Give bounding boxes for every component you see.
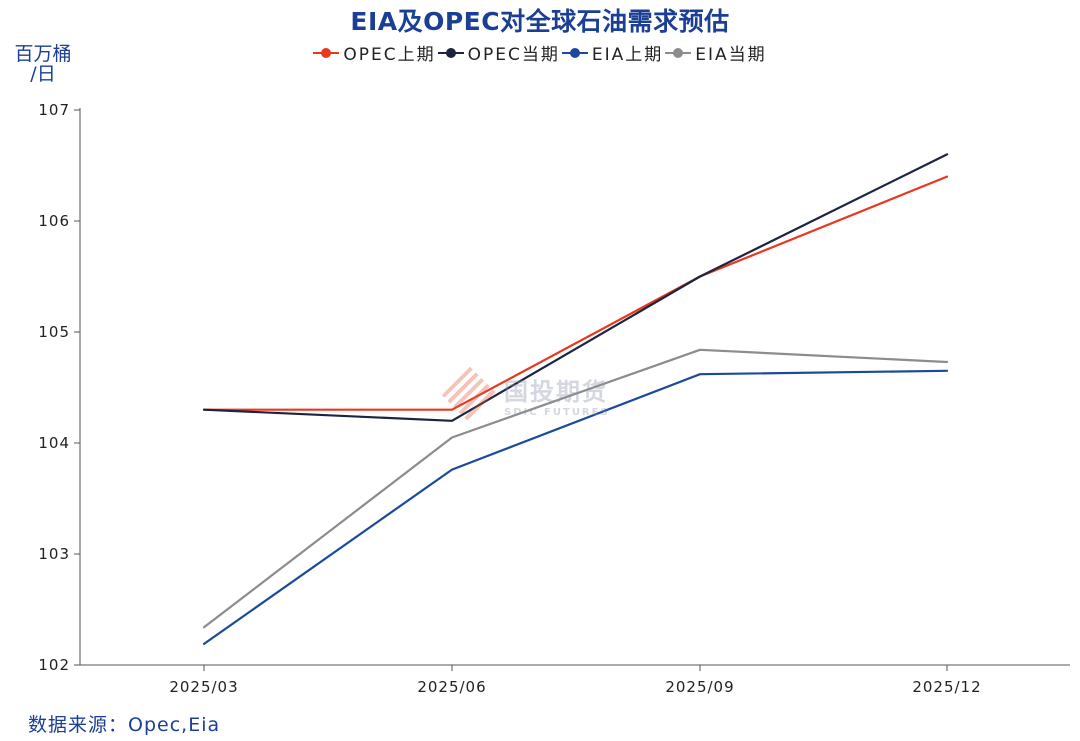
y-tick-label: 105 [38,323,70,341]
legend-marker-icon [561,47,588,58]
y-tick-label: 103 [38,545,70,563]
series-line-3 [202,369,949,646]
y-tick-label: 107 [38,101,70,119]
legend-label: EIA当期 [695,45,767,65]
series-line-2 [202,153,949,422]
watermark-cn: 国投期货 [504,378,608,406]
series-line-1 [202,175,949,411]
watermark-en: SDIC FUTURES [504,407,610,418]
legend-label: OPEC当期 [467,45,560,65]
legend-item: EIA上期 [561,40,664,65]
x-tick-label: 2025/06 [417,678,486,696]
data-source: 数据来源：Opec,Eia [28,714,221,736]
legend-item: OPEC当期 [437,40,560,65]
x-tick-label: 2025/09 [665,678,734,696]
y-tick-label: 102 [38,656,70,674]
chart-legend: OPEC上期 OPEC当期 EIA上期 EIA当期 [0,40,1080,65]
legend-label: EIA上期 [591,45,664,65]
x-tick-label: 2025/03 [169,678,238,696]
series-line-4 [202,348,949,629]
x-tick-label: 2025/12 [912,678,981,696]
legend-marker-icon [437,47,464,58]
legend-item: OPEC上期 [313,40,435,65]
watermark: 国投期货 SDIC FUTURES [441,366,610,424]
legend-marker-icon [313,47,340,58]
y-tick-label: 104 [38,434,70,452]
y-axis-unit: 百万桶 /日 [8,44,78,84]
legend-marker-icon [665,47,692,58]
watermark-logo-icon [441,366,499,424]
legend-label: OPEC上期 [343,45,436,65]
legend-item: EIA当期 [665,40,766,65]
chart-title: EIA及OPEC对全球石油需求预估 [350,7,730,36]
y-axis-unit-line-2: /日 [30,63,56,85]
y-tick-label: 106 [38,212,70,230]
y-axis-unit-line-1: 百万桶 [14,43,72,65]
